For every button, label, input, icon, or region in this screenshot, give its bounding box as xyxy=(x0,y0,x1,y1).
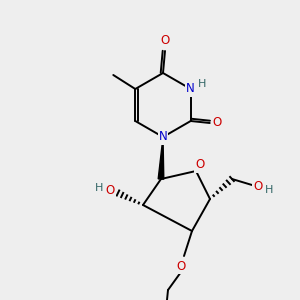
Text: O: O xyxy=(195,158,205,172)
Text: H: H xyxy=(265,185,273,195)
Text: H: H xyxy=(95,183,103,193)
Text: N: N xyxy=(159,130,167,143)
Text: O: O xyxy=(105,184,115,197)
Text: H: H xyxy=(197,79,206,89)
Text: O: O xyxy=(176,260,186,272)
Text: O: O xyxy=(254,179,262,193)
Text: O: O xyxy=(212,116,221,130)
Text: N: N xyxy=(186,82,195,95)
Polygon shape xyxy=(158,137,164,179)
Text: O: O xyxy=(160,34,169,47)
